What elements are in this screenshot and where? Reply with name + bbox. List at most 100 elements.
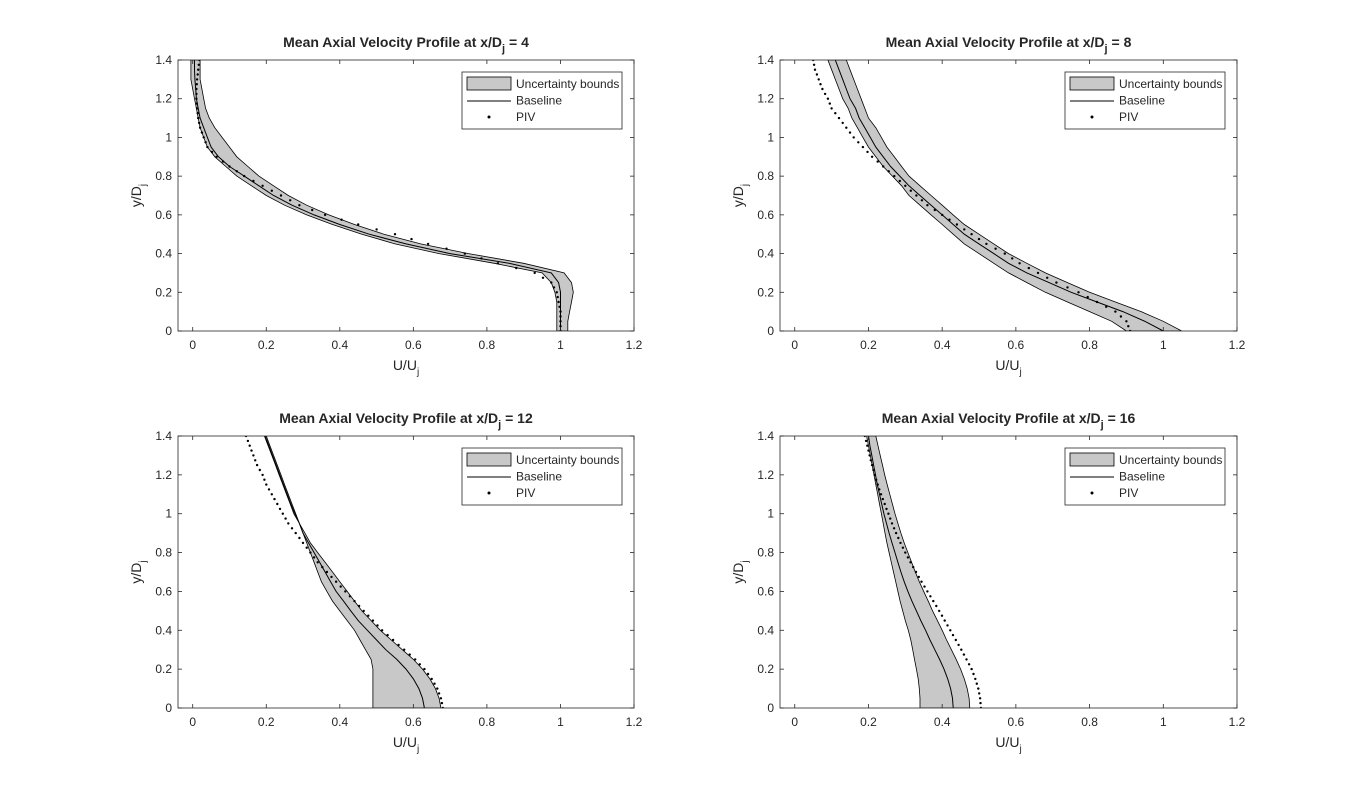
- piv-point: [380, 629, 384, 632]
- piv-point: [890, 522, 894, 525]
- x-tick-label: 0.8: [479, 338, 496, 352]
- piv-point: [864, 439, 868, 443]
- piv-point: [445, 247, 448, 250]
- piv-point: [348, 595, 352, 598]
- piv-point: [957, 643, 960, 647]
- piv-point: [841, 121, 844, 125]
- piv-point: [287, 522, 290, 525]
- piv-point: [963, 228, 966, 231]
- piv-point: [904, 551, 907, 554]
- piv-point: [270, 189, 273, 192]
- piv-point: [559, 310, 562, 313]
- legend-entry: Uncertainty bounds: [516, 453, 619, 467]
- piv-point: [279, 194, 283, 197]
- piv-point: [305, 546, 308, 549]
- piv-point: [376, 624, 379, 627]
- x-tick-label: 0: [791, 715, 798, 729]
- piv-point: [1003, 252, 1006, 255]
- piv-point: [898, 179, 901, 183]
- piv-point: [867, 449, 870, 452]
- x-tick-label: 0.6: [405, 338, 422, 352]
- piv-point: [985, 242, 988, 246]
- piv-point: [559, 320, 562, 323]
- piv-point: [830, 107, 833, 110]
- piv-point: [206, 145, 209, 149]
- piv-point: [557, 300, 560, 304]
- y-tick-label: 0.8: [155, 169, 172, 183]
- piv-point: [1105, 305, 1108, 308]
- piv-point: [1046, 276, 1049, 279]
- piv-point: [261, 473, 264, 477]
- legend-entry: Baseline: [1119, 470, 1165, 484]
- piv-point: [246, 439, 250, 443]
- piv-point: [397, 643, 400, 647]
- legend-swatch-point: [487, 115, 491, 119]
- piv-point: [817, 78, 820, 81]
- piv-point: [437, 692, 441, 695]
- y-tick-label: 0: [767, 701, 774, 715]
- piv-point: [196, 112, 199, 115]
- piv-point: [899, 541, 902, 545]
- piv-points: [195, 60, 562, 331]
- x-tick-label: 1.2: [1229, 338, 1246, 352]
- piv-point: [430, 677, 433, 681]
- legend-swatch-point: [1090, 491, 1094, 495]
- legend-swatch-band: [466, 452, 512, 467]
- piv-point: [541, 276, 545, 279]
- piv-point: [254, 459, 257, 462]
- legend-swatch-point: [1090, 115, 1094, 119]
- piv-point: [221, 160, 225, 163]
- piv-point: [970, 233, 973, 236]
- piv-point: [870, 155, 874, 158]
- y-tick-label: 0.4: [155, 247, 172, 261]
- y-tick-label: 1.4: [155, 429, 172, 443]
- piv-point: [861, 145, 865, 149]
- y-tick-label: 0.2: [757, 662, 774, 676]
- piv-point: [1095, 300, 1099, 304]
- y-tick-label: 0: [165, 324, 172, 338]
- piv-point: [263, 478, 266, 481]
- piv-point: [965, 658, 968, 661]
- piv-point: [515, 266, 518, 270]
- piv-point: [294, 531, 297, 535]
- piv-point: [819, 83, 822, 86]
- legend-swatch-point: [487, 491, 491, 495]
- piv-point: [202, 136, 205, 139]
- piv-point: [885, 507, 888, 511]
- piv-point: [978, 692, 981, 695]
- piv-point: [933, 208, 936, 212]
- legend-entry: PIV: [516, 486, 535, 500]
- piv-point: [480, 257, 483, 260]
- piv-point: [215, 155, 218, 158]
- piv-point: [290, 527, 294, 530]
- piv-point: [920, 580, 923, 583]
- piv-point: [894, 531, 898, 535]
- baseline-line: [834, 60, 1164, 331]
- piv-point: [977, 237, 981, 241]
- piv-point: [276, 502, 279, 506]
- piv-point: [273, 497, 276, 501]
- piv-point: [972, 672, 975, 676]
- piv-point: [552, 286, 556, 289]
- piv-point: [357, 604, 361, 608]
- piv-point: [195, 97, 198, 100]
- legend: Uncertainty bounds Baseline PIV: [1064, 71, 1226, 130]
- x-tick-label: 0.2: [258, 338, 275, 352]
- x-axis-label: U/Uj: [995, 734, 1021, 755]
- y-tick-label: 1.4: [155, 53, 172, 67]
- x-axis-label: U/Uj: [393, 357, 419, 378]
- piv-point: [235, 170, 238, 173]
- piv-point: [866, 444, 869, 447]
- piv-point: [848, 131, 852, 134]
- piv-point: [917, 575, 920, 579]
- piv-point: [926, 204, 929, 207]
- piv-point: [289, 199, 292, 202]
- piv-point: [195, 102, 198, 105]
- piv-point: [311, 208, 314, 212]
- piv-point: [948, 218, 951, 221]
- piv-point: [901, 546, 905, 549]
- piv-point: [559, 325, 562, 328]
- piv-point: [1036, 271, 1040, 275]
- piv-point: [872, 468, 875, 472]
- piv-point: [955, 223, 959, 226]
